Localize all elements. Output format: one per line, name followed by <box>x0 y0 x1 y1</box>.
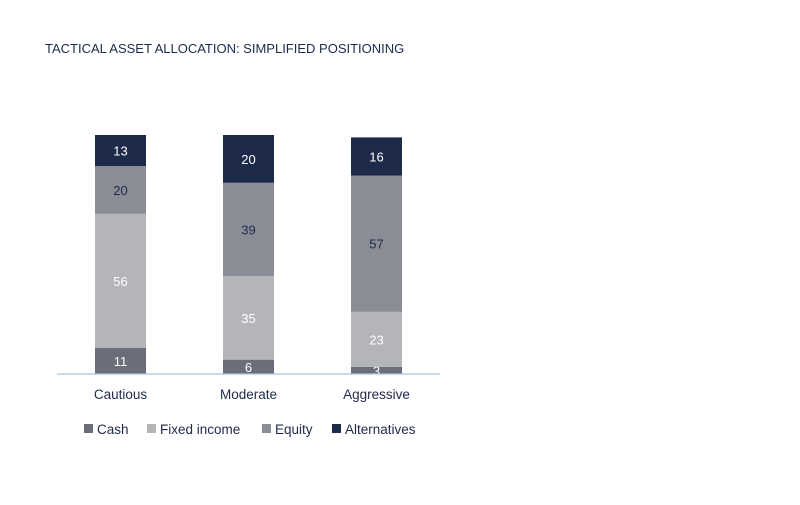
legend: Cash Fixed income Equity Alternatives <box>84 422 416 437</box>
bar-segment-equity-cautious <box>95 166 146 214</box>
data-label: 3 <box>373 363 380 378</box>
bar-segment-fixed-income-aggressive <box>351 311 402 367</box>
data-label: 11 <box>114 354 128 369</box>
data-label: 57 <box>369 237 383 252</box>
legend-item-fixed-income: Fixed income <box>147 422 240 437</box>
legend-item-alternatives: Alternatives <box>332 422 416 437</box>
bar-segment-alternatives-moderate <box>223 135 274 183</box>
bar-segment-cash-moderate <box>223 359 274 374</box>
x-tick-label: Moderate <box>220 387 277 402</box>
bar-segment-cash-cautious <box>95 347 146 374</box>
data-label: 35 <box>241 311 255 326</box>
data-label: 20 <box>113 183 127 198</box>
data-label: 6 <box>245 360 252 375</box>
x-tick-label: Aggressive <box>343 387 410 402</box>
bar-segment-cash-aggressive <box>351 366 402 374</box>
bar-segment-alternatives-cautious <box>95 135 146 167</box>
legend-swatch <box>84 424 93 433</box>
x-tick-label: Cautious <box>94 387 148 402</box>
data-label: 39 <box>241 222 255 237</box>
bar-segment-equity-moderate <box>223 182 274 277</box>
bars-group: 11 56 20 13 6 35 39 20 3 23 57 16 <box>95 135 402 378</box>
data-label: 16 <box>369 150 383 165</box>
legend-swatch <box>147 424 156 433</box>
x-tick-labels: Cautious Moderate Aggressive <box>94 387 410 402</box>
data-label: 56 <box>113 274 127 289</box>
bar-segment-alternatives-aggressive <box>351 137 402 176</box>
bar-segment-fixed-income-cautious <box>95 213 146 348</box>
legend-label: Cash <box>97 422 129 437</box>
legend-label: Fixed income <box>160 422 240 437</box>
data-label: 23 <box>369 332 383 347</box>
bar-segment-fixed-income-moderate <box>223 276 274 360</box>
legend-swatch <box>332 424 341 433</box>
legend-swatch <box>262 424 271 433</box>
bar-segment-equity-aggressive <box>351 175 402 312</box>
legend-label: Alternatives <box>345 422 416 437</box>
chart-title: TACTICAL ASSET ALLOCATION: SIMPLIFIED PO… <box>45 41 404 56</box>
legend-item-equity: Equity <box>262 422 313 437</box>
legend-item-cash: Cash <box>84 422 129 437</box>
data-label: 13 <box>113 144 127 159</box>
data-label: 20 <box>241 152 255 167</box>
legend-label: Equity <box>275 422 313 437</box>
